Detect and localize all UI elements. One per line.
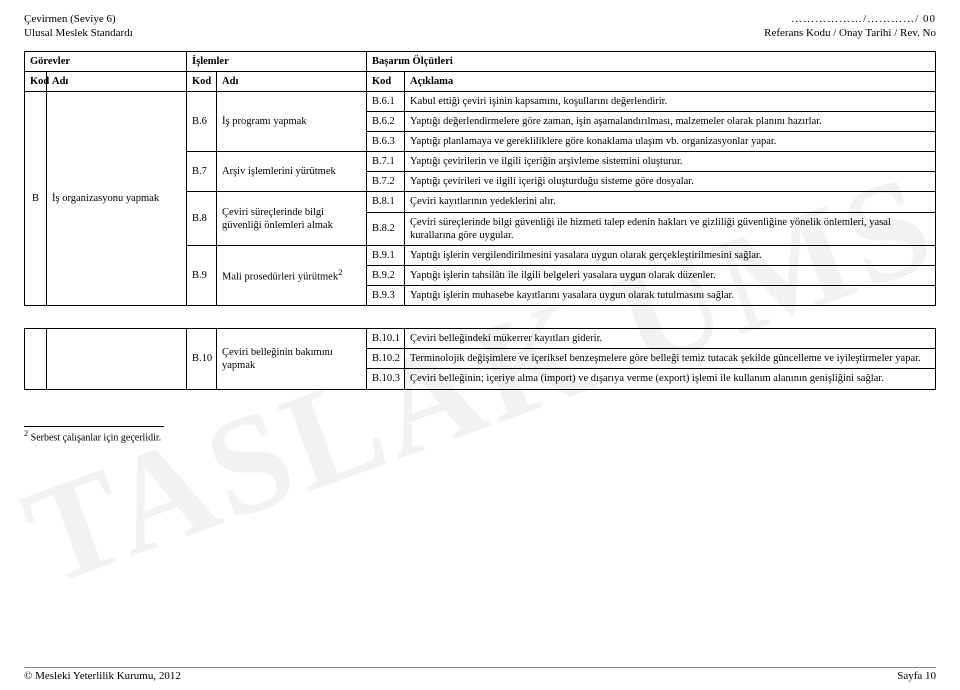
cell-b102-t: Terminolojik değişimlere ve içeriksel be… [405,349,936,369]
footer-right: Sayfa 10 [897,670,936,682]
cell-b-adi: İş organizasyonu yapmak [47,91,187,305]
header-right-1: ………………/…………/ 00 [764,12,936,26]
cell-b63-k: B.6.3 [367,132,405,152]
cell-b-kod: B [25,91,47,305]
cell-b10-adi: Çeviri belleğinin bakımını yapmak [217,329,367,389]
cell-b93-k: B.9.3 [367,286,405,306]
page-footer: © Mesleki Yeterlilik Kurumu, 2012 Sayfa … [24,667,936,682]
cell-b10-kod: B.10 [187,329,217,389]
cell-b82-k: B.8.2 [367,212,405,245]
footer-left: © Mesleki Yeterlilik Kurumu, 2012 [24,670,181,682]
cell-b61-t: Kabul ettiği çeviri işinin kapsamını, ko… [405,91,936,111]
cell-b103-t: Çeviri belleğinin; içeriye alma (import)… [405,369,936,389]
col-adi-2: Adı [217,71,367,91]
cell-b6-adi: İş programı yapmak [217,91,367,151]
cell-b71-k: B.7.1 [367,152,405,172]
col-kod-3: Kod [367,71,405,91]
cell-b62-k: B.6.2 [367,111,405,131]
header-left-2: Ulusal Meslek Standardı [24,26,133,40]
title-islemler: İşlemler [187,51,367,71]
cell2-empty-adi [47,329,187,389]
cell-b9-kod: B.9 [187,245,217,305]
cell-b81-t: Çeviri kayıtlarının yedeklerini alır. [405,192,936,212]
cell-b92-t: Yaptığı işlerin tahsilâtı ile ilgili bel… [405,265,936,285]
cell-b8-kod: B.8 [187,192,217,245]
cell-b103-k: B.10.3 [367,369,405,389]
page-content: Çevirmen (Seviye 6) Ulusal Meslek Standa… [24,12,936,443]
cell-b7-kod: B.7 [187,152,217,192]
col-kod-1: Kod [25,71,47,91]
footnote-text: Serbest çalışanlar için geçerlidir. [28,432,161,443]
cell-b63-t: Yaptığı planlamaya ve gerekliliklere gör… [405,132,936,152]
cell-b71-t: Yaptığı çevirilerin ve ilgili içeriğin a… [405,152,936,172]
criteria-table: Görevler İşlemler Başarım Ölçütleri Kod … [24,51,936,307]
cell-b9-adi-text: Mali prosedürleri yürütmek [222,272,338,283]
cell-b91-t: Yaptığı işlerin vergilendirilmesini yasa… [405,245,936,265]
title-gorevler: Görevler [25,51,187,71]
cell-b82-t: Çeviri süreçlerinde bilgi güvenliği ile … [405,212,936,245]
criteria-table-2: B.10 Çeviri belleğinin bakımını yapmak B… [24,328,936,389]
cell-b9-adi: Mali prosedürleri yürütmek2 [217,245,367,305]
col-kod-2: Kod [187,71,217,91]
cell-b7-adi: Arşiv işlemlerini yürütmek [217,152,367,192]
cell-b6-kod: B.6 [187,91,217,151]
cell-b62-t: Yaptığı değerlendirmelere göre zaman, iş… [405,111,936,131]
cell-b72-t: Yaptığı çevirileri ve ilgili içeriği olu… [405,172,936,192]
cell-b61-k: B.6.1 [367,91,405,111]
header-right-2: Referans Kodu / Onay Tarihi / Rev. No [764,26,936,40]
cell-b101-t: Çeviri belleğindeki mükerrer kayıtları g… [405,329,936,349]
col-aciklama: Açıklama [405,71,936,91]
title-basarim: Başarım Ölçütleri [367,51,936,71]
page-header: Çevirmen (Seviye 6) Ulusal Meslek Standa… [24,12,936,41]
col-adi-1: Adı [47,71,187,91]
cell-b72-k: B.7.2 [367,172,405,192]
cell2-empty-kod [25,329,47,389]
cell-b101-k: B.10.1 [367,329,405,349]
cell-b8-adi: Çeviri süreçlerinde bilgi güvenliği önle… [217,192,367,245]
cell-b93-t: Yaptığı işlerin muhasebe kayıtlarını yas… [405,286,936,306]
cell-b81-k: B.8.1 [367,192,405,212]
footnote: 2 Serbest çalışanlar için geçerlidir. [24,426,936,443]
cell-b92-k: B.9.2 [367,265,405,285]
cell-b9-sup: 2 [338,267,342,277]
cell-b91-k: B.9.1 [367,245,405,265]
cell-b102-k: B.10.2 [367,349,405,369]
header-left-1: Çevirmen (Seviye 6) [24,12,133,26]
